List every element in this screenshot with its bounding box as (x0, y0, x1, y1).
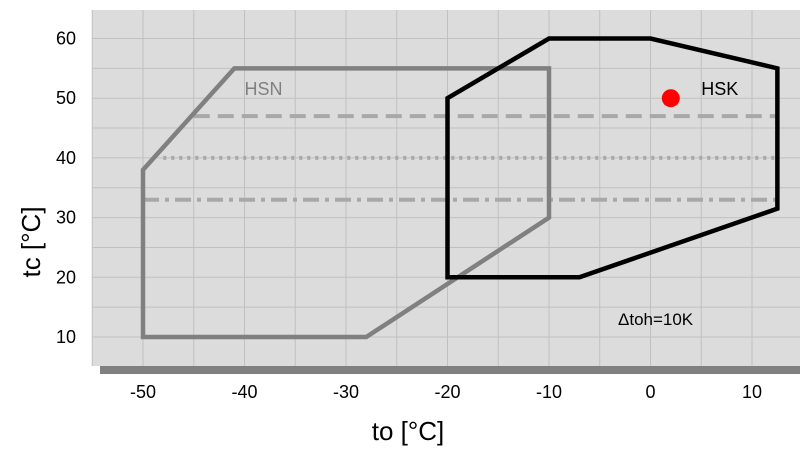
points-group (661, 89, 680, 108)
x-tick-label: 10 (742, 382, 762, 402)
annotation: Δtoh=10K (618, 310, 694, 329)
x-tick-label: -40 (231, 382, 257, 402)
series-label-hsk: HSK (701, 79, 738, 99)
series-line-hsn (140, 66, 552, 340)
x-tick-label: -20 (434, 382, 460, 402)
reference-lines (143, 114, 778, 202)
x-axis-label: to [°C] (372, 416, 445, 446)
plot-shadow (100, 366, 800, 374)
series-labels: HSN HSK (245, 79, 739, 99)
x-tick-label: -10 (536, 382, 562, 402)
data-point (661, 89, 680, 108)
series-label-hsn: HSN (245, 79, 283, 99)
y-axis-label: tc [°C] (16, 206, 46, 277)
x-tick-label: -50 (130, 382, 156, 402)
series-line-hsk (445, 36, 780, 280)
series-group (140, 36, 780, 340)
y-tick-label: 50 (56, 88, 76, 108)
y-tick-label: 30 (56, 208, 76, 228)
x-tick-labels: -50 -40 -30 -20 -10 0 10 (130, 382, 762, 402)
y-tick-labels: 10 20 30 40 50 60 (56, 29, 76, 348)
y-tick-label: 10 (56, 327, 76, 347)
y-tick-label: 20 (56, 267, 76, 287)
y-tick-label: 60 (56, 29, 76, 49)
y-tick-label: 40 (56, 148, 76, 168)
x-tick-label: -30 (333, 382, 359, 402)
x-tick-label: 0 (645, 382, 655, 402)
